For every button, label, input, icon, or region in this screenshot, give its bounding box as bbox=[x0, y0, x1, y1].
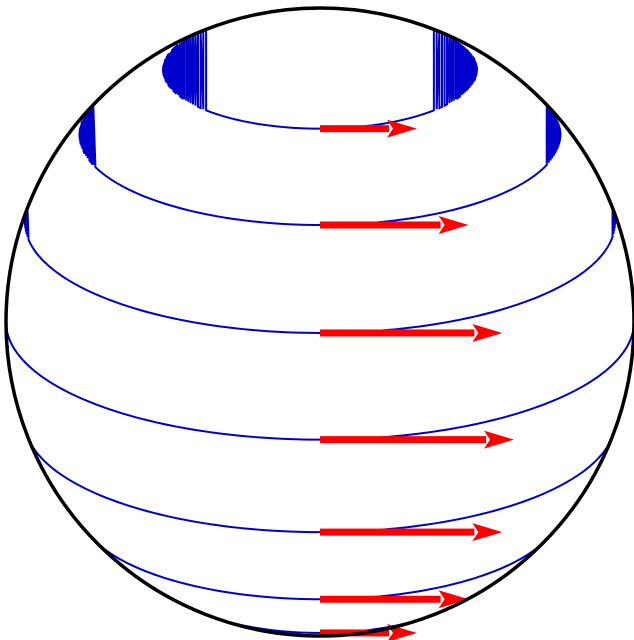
velocity-arrow bbox=[320, 323, 503, 342]
latitude-line bbox=[78, 104, 562, 226]
latitude-line bbox=[5, 321, 634, 441]
velocity-arrow-shaft bbox=[320, 125, 389, 133]
sphere-outline bbox=[4, 6, 634, 638]
latitude-line bbox=[162, 27, 478, 130]
velocity-arrow-head bbox=[472, 323, 503, 342]
latitude-line bbox=[94, 540, 546, 601]
velocity-arrow-head bbox=[438, 590, 469, 609]
velocity-arrow-head bbox=[438, 215, 469, 234]
latitude-line bbox=[27, 438, 613, 534]
velocity-arrow-head bbox=[484, 430, 514, 449]
velocity-arrows bbox=[320, 119, 514, 640]
velocity-arrow-shaft bbox=[320, 436, 486, 444]
velocity-arrow-head bbox=[387, 119, 417, 138]
velocity-arrow-shaft bbox=[320, 221, 441, 229]
velocity-arrow-head bbox=[472, 523, 503, 542]
velocity-arrow-shaft bbox=[320, 528, 475, 536]
velocity-arrow bbox=[320, 215, 469, 234]
velocity-arrow-shaft bbox=[320, 329, 475, 337]
velocity-arrow-shaft bbox=[320, 595, 441, 603]
velocity-arrow bbox=[320, 119, 417, 138]
velocity-arrow bbox=[320, 523, 503, 542]
velocity-arrow bbox=[320, 430, 514, 449]
velocity-arrow bbox=[320, 590, 469, 609]
